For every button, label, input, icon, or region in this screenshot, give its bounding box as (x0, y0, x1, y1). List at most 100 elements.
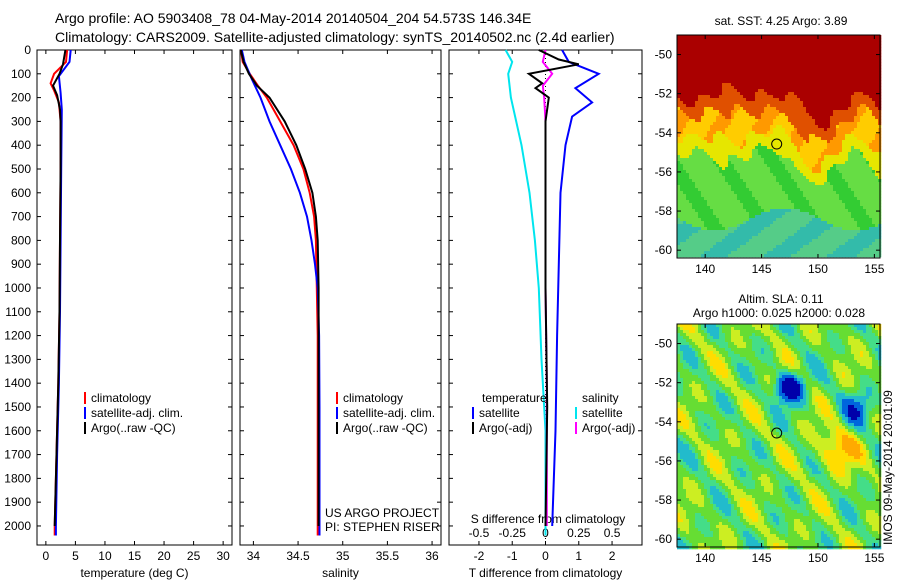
map-cell (689, 53, 693, 57)
map-cell (731, 182, 735, 186)
map-cell (845, 137, 849, 141)
map-cell (872, 65, 876, 69)
map-cell (743, 239, 747, 243)
temperature-legend-entry-swatch (84, 422, 86, 434)
map-cell (716, 92, 720, 96)
map-cell (779, 71, 783, 75)
map-cell (785, 59, 789, 63)
map-cell (680, 191, 684, 195)
map-cell (677, 119, 681, 123)
map-cell (692, 65, 696, 69)
map-cell (755, 44, 759, 48)
map-cell (710, 152, 714, 156)
map-cell (704, 38, 708, 42)
map-cell (746, 107, 750, 111)
map-cell (737, 149, 741, 153)
map-cell (818, 113, 822, 117)
map-cell (842, 242, 846, 246)
map-cell (860, 155, 864, 159)
map-cell (779, 227, 783, 231)
map-cell (692, 158, 696, 162)
map-cell (692, 44, 696, 48)
map-cell (731, 146, 735, 150)
map-cell (824, 41, 828, 45)
map-cell (698, 209, 702, 213)
map-cell (833, 128, 837, 132)
map-cell (845, 101, 849, 105)
map-cell (719, 101, 723, 105)
map-cell (725, 116, 729, 120)
map-cell (851, 68, 855, 72)
map-cell (680, 185, 684, 189)
map-cell (683, 149, 687, 153)
map-cell (803, 44, 807, 48)
map-cell (866, 200, 870, 204)
map-cell (773, 53, 777, 57)
map-cell (764, 59, 768, 63)
map-cell (737, 227, 741, 231)
map-cell (863, 65, 867, 69)
map-cell (749, 71, 753, 75)
map-cell (842, 227, 846, 231)
map-cell (764, 209, 768, 213)
map-cell (785, 128, 789, 132)
map-cell (779, 164, 783, 168)
map-cell (845, 71, 849, 75)
map-cell (677, 188, 681, 192)
map-cell (860, 170, 864, 174)
map-cell (785, 206, 789, 210)
map-cell (686, 194, 690, 198)
depth-tick-label: 900 (11, 257, 31, 271)
map-cell (824, 242, 828, 246)
map-cell (875, 134, 879, 138)
map-cell (728, 218, 732, 222)
map-cell (791, 200, 795, 204)
map-cell (722, 179, 726, 183)
map-cell (698, 83, 702, 87)
map-cell (710, 86, 714, 90)
map-cell (764, 203, 768, 207)
map-cell (755, 173, 759, 177)
map-cell (866, 56, 870, 60)
map-cell (737, 146, 741, 150)
map-cell (794, 131, 798, 135)
map-cell (830, 236, 834, 240)
map-cell (797, 110, 801, 114)
map-cell (698, 242, 702, 246)
map-cell (800, 59, 804, 63)
map-cell (716, 128, 720, 132)
map-cell (836, 101, 840, 105)
map-cell (839, 158, 843, 162)
map-cell (737, 236, 741, 240)
map-cell (860, 236, 864, 240)
map-cell (797, 71, 801, 75)
map-cell (713, 221, 717, 225)
map-cell (851, 218, 855, 222)
map-cell (701, 209, 705, 213)
map-cell (746, 167, 750, 171)
map-cell (803, 137, 807, 141)
map-cell (800, 152, 804, 156)
map-cell (725, 206, 729, 210)
map-cell (875, 104, 879, 108)
map-cell (734, 230, 738, 234)
map-cell (812, 140, 816, 144)
salinity-x-axis-label: salinity (322, 566, 359, 580)
map-cell (764, 224, 768, 228)
map-cell (704, 221, 708, 225)
map-cell (743, 242, 747, 246)
map-cell (695, 149, 699, 153)
map-cell (848, 71, 852, 75)
map-cell (863, 98, 867, 102)
map-cell (872, 44, 876, 48)
map-cell (830, 131, 834, 135)
map-cell (686, 89, 690, 93)
map-cell (845, 233, 849, 237)
map-cell (830, 53, 834, 57)
map-cell (707, 89, 711, 93)
map-cell (815, 143, 819, 147)
map-cell (752, 47, 756, 51)
map-cell (821, 140, 825, 144)
map-cell (683, 242, 687, 246)
map-cell (752, 206, 756, 210)
